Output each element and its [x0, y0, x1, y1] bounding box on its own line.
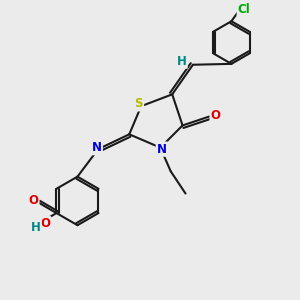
Text: O: O [211, 109, 221, 122]
Text: H: H [177, 55, 187, 68]
Text: H: H [31, 221, 41, 234]
Text: N: N [92, 141, 102, 154]
Text: N: N [157, 142, 167, 156]
Text: S: S [134, 97, 143, 110]
Text: O: O [40, 217, 50, 230]
Text: Cl: Cl [238, 3, 250, 16]
Text: O: O [28, 194, 38, 207]
